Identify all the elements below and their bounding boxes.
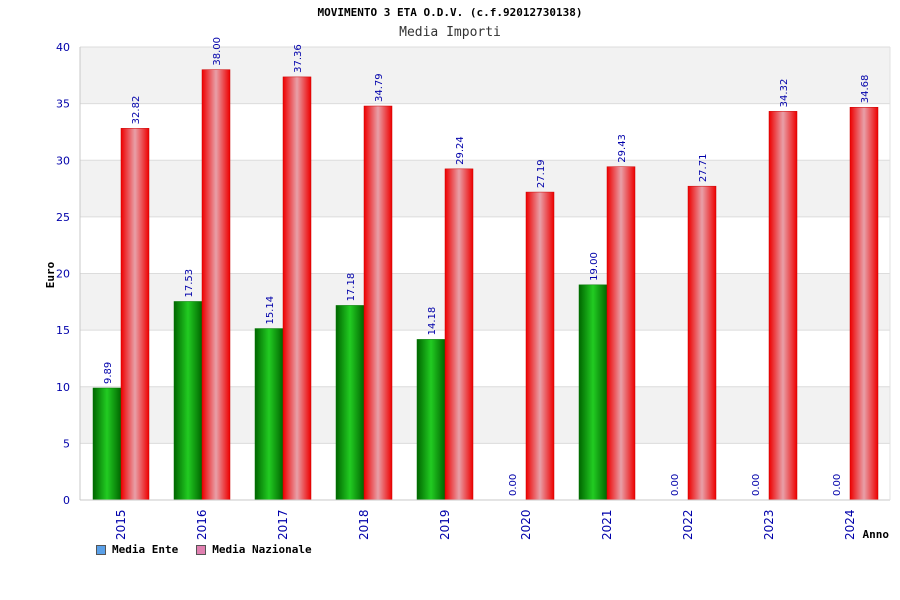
y-tick-label: 15 <box>56 324 70 337</box>
bar-media-nazionale-2019 <box>444 168 474 501</box>
chart-title: MOVIMENTO 3 ETA O.D.V. (c.f.92012730138) <box>317 6 583 19</box>
bar-media-nazionale-2017 <box>282 76 312 501</box>
y-tick-label: 40 <box>56 41 70 54</box>
y-tick-label: 25 <box>56 211 70 224</box>
bar-media-ente-2017 <box>254 328 284 501</box>
legend-swatch-media-ente <box>96 544 106 555</box>
y-tick-label: 20 <box>56 268 70 281</box>
grid-band <box>80 47 890 104</box>
x-tick-label: 2022 <box>681 509 695 540</box>
legend-item-media-nazionale: Media Nazionale <box>196 543 312 556</box>
x-tick-label: 2017 <box>276 509 290 540</box>
data-label: 27.19 <box>536 159 547 188</box>
x-tick-label: 2024 <box>843 509 857 540</box>
data-label: 38.00 <box>212 37 223 66</box>
data-label: 15.14 <box>265 296 276 325</box>
data-label: 17.18 <box>346 273 357 302</box>
bar-media-nazionale-2024 <box>849 106 879 501</box>
bar-media-ente-2016 <box>173 301 203 501</box>
y-tick-label: 0 <box>63 494 70 507</box>
bar-media-nazionale-2018 <box>363 105 393 501</box>
bar-media-nazionale-2022 <box>687 185 717 501</box>
data-label: 34.79 <box>374 73 385 102</box>
data-label: 37.36 <box>293 44 304 73</box>
x-tick-label: 2015 <box>114 509 128 540</box>
y-tick-label: 5 <box>63 437 70 450</box>
bar-media-ente-2018 <box>335 305 365 501</box>
x-tick-label: 2020 <box>519 509 533 540</box>
bar-media-ente-2019 <box>416 339 446 501</box>
chart-subtitle: Media Importi <box>399 25 501 40</box>
data-label: 34.32 <box>779 79 790 108</box>
y-axis-label: Euro <box>44 261 57 288</box>
data-label: 34.68 <box>860 75 871 104</box>
data-label: 29.43 <box>617 134 628 163</box>
legend-label-media-ente: Media Ente <box>112 543 179 556</box>
legend-swatch-media-nazionale <box>196 544 207 555</box>
x-tick-label: 2023 <box>762 509 776 540</box>
data-label: 9.89 <box>103 362 114 384</box>
legend: Media Ente Media Nazionale <box>96 543 312 556</box>
grid-band <box>80 160 890 217</box>
y-tick-label: 10 <box>56 381 70 394</box>
x-tick-label: 2016 <box>195 509 209 540</box>
x-tick-label: 2019 <box>438 509 452 540</box>
bar-media-nazionale-2021 <box>606 166 636 501</box>
data-label: 0.00 <box>832 474 843 496</box>
data-label: 0.00 <box>508 474 519 496</box>
bar-media-nazionale-2016 <box>201 69 231 501</box>
data-label: 32.82 <box>131 96 142 125</box>
bar-media-ente-2015 <box>92 387 122 501</box>
legend-item-media-ente: Media Ente <box>96 543 178 556</box>
legend-label-media-nazionale: Media Nazionale <box>212 543 312 556</box>
data-label: 14.18 <box>427 307 438 336</box>
y-tick-label: 30 <box>56 154 70 167</box>
x-tick-label: 2021 <box>600 509 614 540</box>
bar-media-nazionale-2020 <box>525 191 555 501</box>
x-axis-label: Anno <box>863 528 890 541</box>
data-label: 29.24 <box>455 136 466 165</box>
data-label: 27.71 <box>698 154 709 183</box>
bar-media-nazionale-2023 <box>768 111 798 501</box>
data-label: 17.53 <box>184 269 195 298</box>
data-label: 0.00 <box>751 474 762 496</box>
data-label: 19.00 <box>589 252 600 281</box>
x-tick-label: 2018 <box>357 509 371 540</box>
bar-media-nazionale-2015 <box>120 128 150 501</box>
bar-media-ente-2021 <box>578 284 608 501</box>
y-tick-label: 35 <box>56 98 70 111</box>
data-label: 0.00 <box>670 474 681 496</box>
